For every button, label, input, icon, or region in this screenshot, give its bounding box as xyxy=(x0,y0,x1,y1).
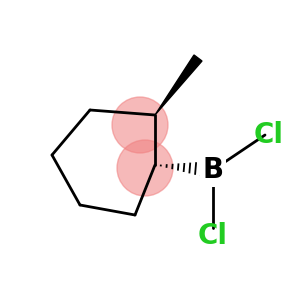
Circle shape xyxy=(112,97,168,153)
Polygon shape xyxy=(155,55,202,115)
Text: Cl: Cl xyxy=(254,121,284,149)
Text: Cl: Cl xyxy=(198,222,228,250)
Circle shape xyxy=(117,140,173,196)
Text: B: B xyxy=(202,156,224,184)
